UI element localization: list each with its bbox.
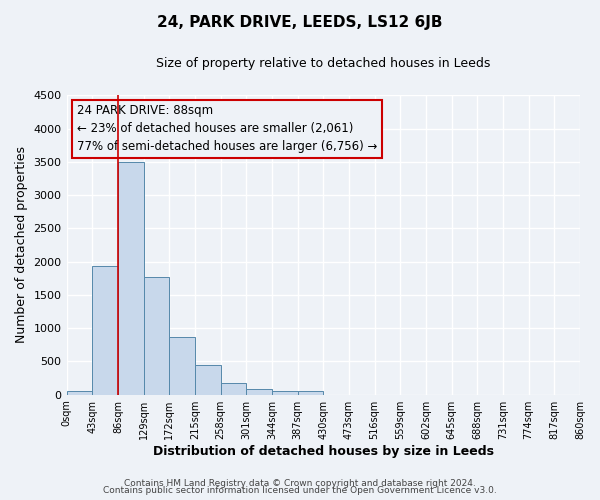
Bar <box>67 392 92 394</box>
Bar <box>118 162 143 394</box>
X-axis label: Distribution of detached houses by size in Leeds: Distribution of detached houses by size … <box>153 444 494 458</box>
Text: 24 PARK DRIVE: 88sqm
← 23% of detached houses are smaller (2,061)
77% of semi-de: 24 PARK DRIVE: 88sqm ← 23% of detached h… <box>77 104 377 154</box>
Bar <box>272 390 298 394</box>
Bar <box>195 365 221 394</box>
Bar <box>246 388 272 394</box>
Text: 24, PARK DRIVE, LEEDS, LS12 6JB: 24, PARK DRIVE, LEEDS, LS12 6JB <box>157 15 443 30</box>
Bar <box>169 338 195 394</box>
Bar <box>298 392 323 394</box>
Text: Contains public sector information licensed under the Open Government Licence v3: Contains public sector information licen… <box>103 486 497 495</box>
Bar <box>92 266 118 394</box>
Title: Size of property relative to detached houses in Leeds: Size of property relative to detached ho… <box>156 58 490 70</box>
Bar <box>143 276 169 394</box>
Text: Contains HM Land Registry data © Crown copyright and database right 2024.: Contains HM Land Registry data © Crown c… <box>124 478 476 488</box>
Y-axis label: Number of detached properties: Number of detached properties <box>15 146 28 344</box>
Bar <box>221 383 246 394</box>
